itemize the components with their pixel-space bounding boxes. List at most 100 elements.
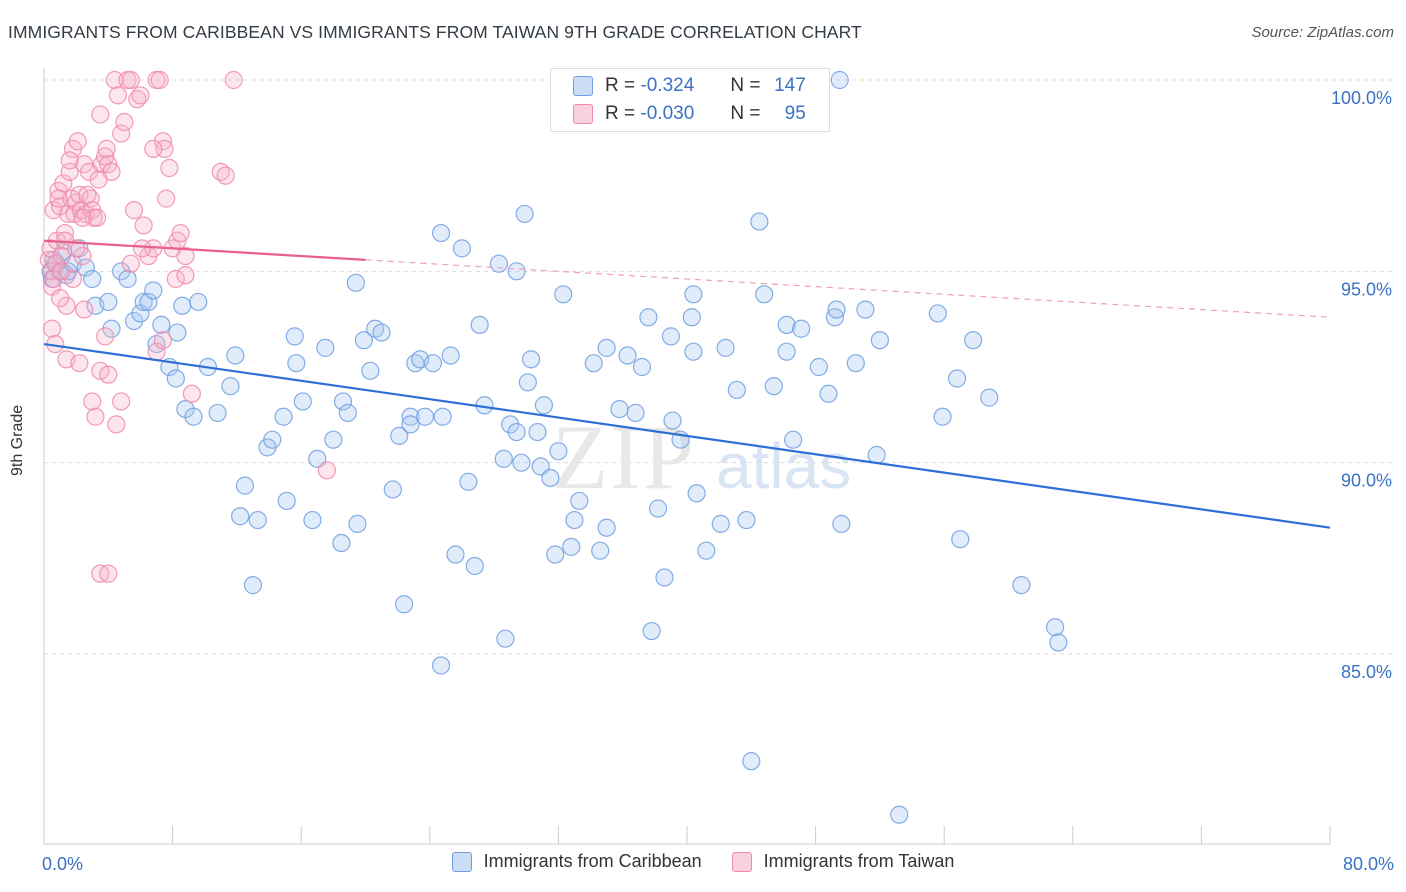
data-point <box>112 124 131 143</box>
data-point <box>591 541 610 560</box>
data-point <box>121 254 140 273</box>
trend-line-solid <box>43 342 1331 529</box>
data-point <box>287 354 306 373</box>
data-point <box>372 323 391 342</box>
n-value: 95 <box>784 103 806 124</box>
data-point <box>354 331 373 350</box>
data-point <box>87 208 107 227</box>
data-point <box>452 239 472 258</box>
data-point <box>317 461 337 480</box>
data-point <box>285 327 304 346</box>
data-point <box>184 407 203 426</box>
stats-row-taiwan: R = -0.030 N = 95 <box>573 101 806 127</box>
data-point <box>655 568 674 587</box>
data-point <box>293 392 312 411</box>
legend-label: Immigrants from Caribbean <box>483 851 702 871</box>
data-point <box>75 300 94 319</box>
data-point <box>697 541 716 560</box>
data-point <box>684 285 703 304</box>
data-point <box>626 403 645 423</box>
data-point <box>107 415 126 434</box>
data-point <box>333 392 353 411</box>
data-point <box>208 403 227 423</box>
data-point <box>597 518 616 537</box>
data-point <box>819 384 838 403</box>
data-point <box>549 442 568 461</box>
trend-line-dashed <box>365 259 1331 318</box>
data-point <box>947 369 967 388</box>
legend-item-taiwan: Immigrants from Taiwan <box>731 851 954 872</box>
r-label: R = <box>605 75 636 96</box>
data-point <box>470 315 489 335</box>
data-point <box>118 269 137 289</box>
data-point <box>131 86 150 105</box>
data-point <box>171 223 190 243</box>
tick-labels: 85.0% 90.0% 95.0% 100.0% 0.0% 80.0% <box>42 88 1394 874</box>
data-point <box>235 476 255 495</box>
data-point <box>168 323 187 342</box>
data-point <box>584 354 603 373</box>
y-tick-label: 95.0% <box>1341 279 1392 299</box>
data-point <box>459 472 478 491</box>
data-point <box>521 350 541 369</box>
taiwan-legend-swatch <box>731 851 752 872</box>
data-point <box>433 407 452 426</box>
data-point <box>76 258 95 277</box>
data-point <box>97 139 116 158</box>
n-label: N = <box>730 103 761 124</box>
data-point <box>316 338 335 357</box>
data-point <box>99 292 118 312</box>
data-point <box>144 281 163 300</box>
data-point <box>152 315 171 335</box>
data-point <box>951 530 970 549</box>
data-point <box>52 246 71 266</box>
data-point <box>153 331 173 350</box>
data-point <box>86 407 105 426</box>
data-point <box>534 396 554 415</box>
data-point <box>446 545 465 564</box>
data-point <box>610 399 629 419</box>
data-point <box>711 514 730 533</box>
data-point <box>243 576 263 595</box>
data-point <box>663 411 682 430</box>
trend-line-solid <box>43 239 366 261</box>
data-point <box>642 621 661 641</box>
r-label: R = <box>605 103 636 124</box>
stats-legend: R = -0.324 N = 147 R = -0.030 N = 95 <box>550 68 830 132</box>
series-taiwan-points <box>39 70 337 583</box>
legend-item-caribbean: Immigrants from Caribbean <box>451 851 702 872</box>
data-point <box>661 327 681 346</box>
data-point <box>99 564 118 583</box>
data-point <box>687 484 706 503</box>
y-tick-label: 90.0% <box>1341 471 1392 491</box>
data-point <box>518 373 537 392</box>
data-point <box>496 629 515 648</box>
data-point <box>431 223 451 243</box>
data-point <box>226 346 245 365</box>
data-point <box>166 269 185 289</box>
data-point <box>105 70 124 90</box>
data-point <box>648 499 668 518</box>
data-point <box>324 430 343 449</box>
data-point <box>441 346 460 365</box>
data-point <box>867 445 886 465</box>
data-point <box>541 468 560 488</box>
data-point <box>465 556 484 576</box>
data-point <box>73 208 92 227</box>
data-point <box>827 300 846 319</box>
data-point <box>49 189 68 208</box>
data-point <box>933 407 952 426</box>
data-point <box>390 426 409 445</box>
grid-lines <box>44 79 1392 655</box>
data-point <box>166 369 185 388</box>
data-point <box>263 430 282 449</box>
data-point <box>507 422 526 442</box>
data-point <box>964 331 983 350</box>
data-point <box>124 201 144 220</box>
chart-title: IMMIGRANTS FROM CARIBBEAN VS IMMIGRANTS … <box>8 22 862 42</box>
data-point <box>83 392 102 411</box>
data-point <box>173 296 192 315</box>
data-point <box>792 319 811 338</box>
watermark: ZIP atlas <box>552 406 851 508</box>
x-tick-label: 80.0% <box>1343 854 1394 874</box>
